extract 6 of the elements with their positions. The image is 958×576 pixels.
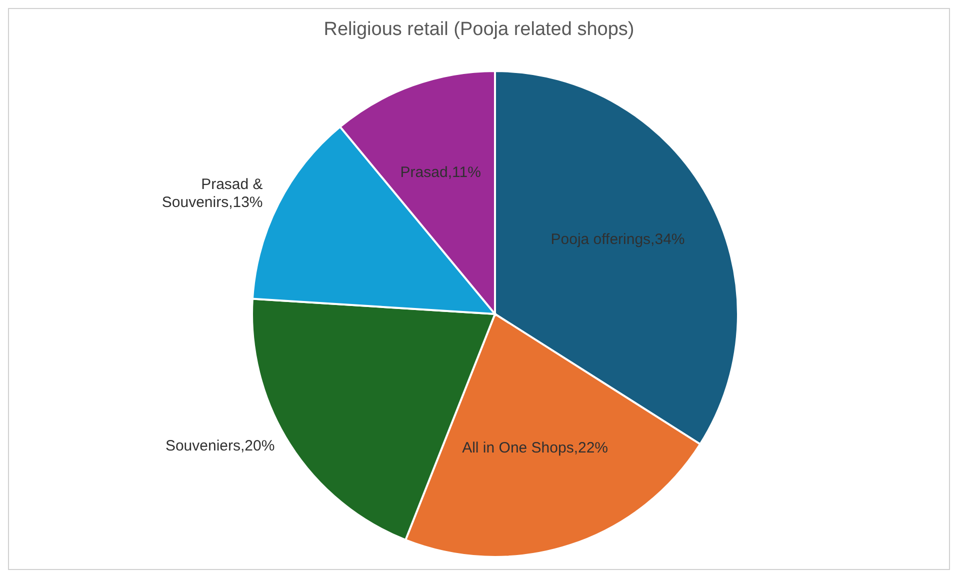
slice-label: Souveniers,20%: [165, 437, 275, 454]
slice-label: Prasad & Souvenirs,13%: [162, 176, 263, 211]
slice-label: Pooja offerings,34%: [550, 230, 685, 248]
chart-title: Religious retail (Pooja related shops): [322, 19, 636, 41]
slice-label: Prasad,11%: [400, 163, 481, 180]
slice-label: All in One Shops,22%: [462, 439, 608, 456]
